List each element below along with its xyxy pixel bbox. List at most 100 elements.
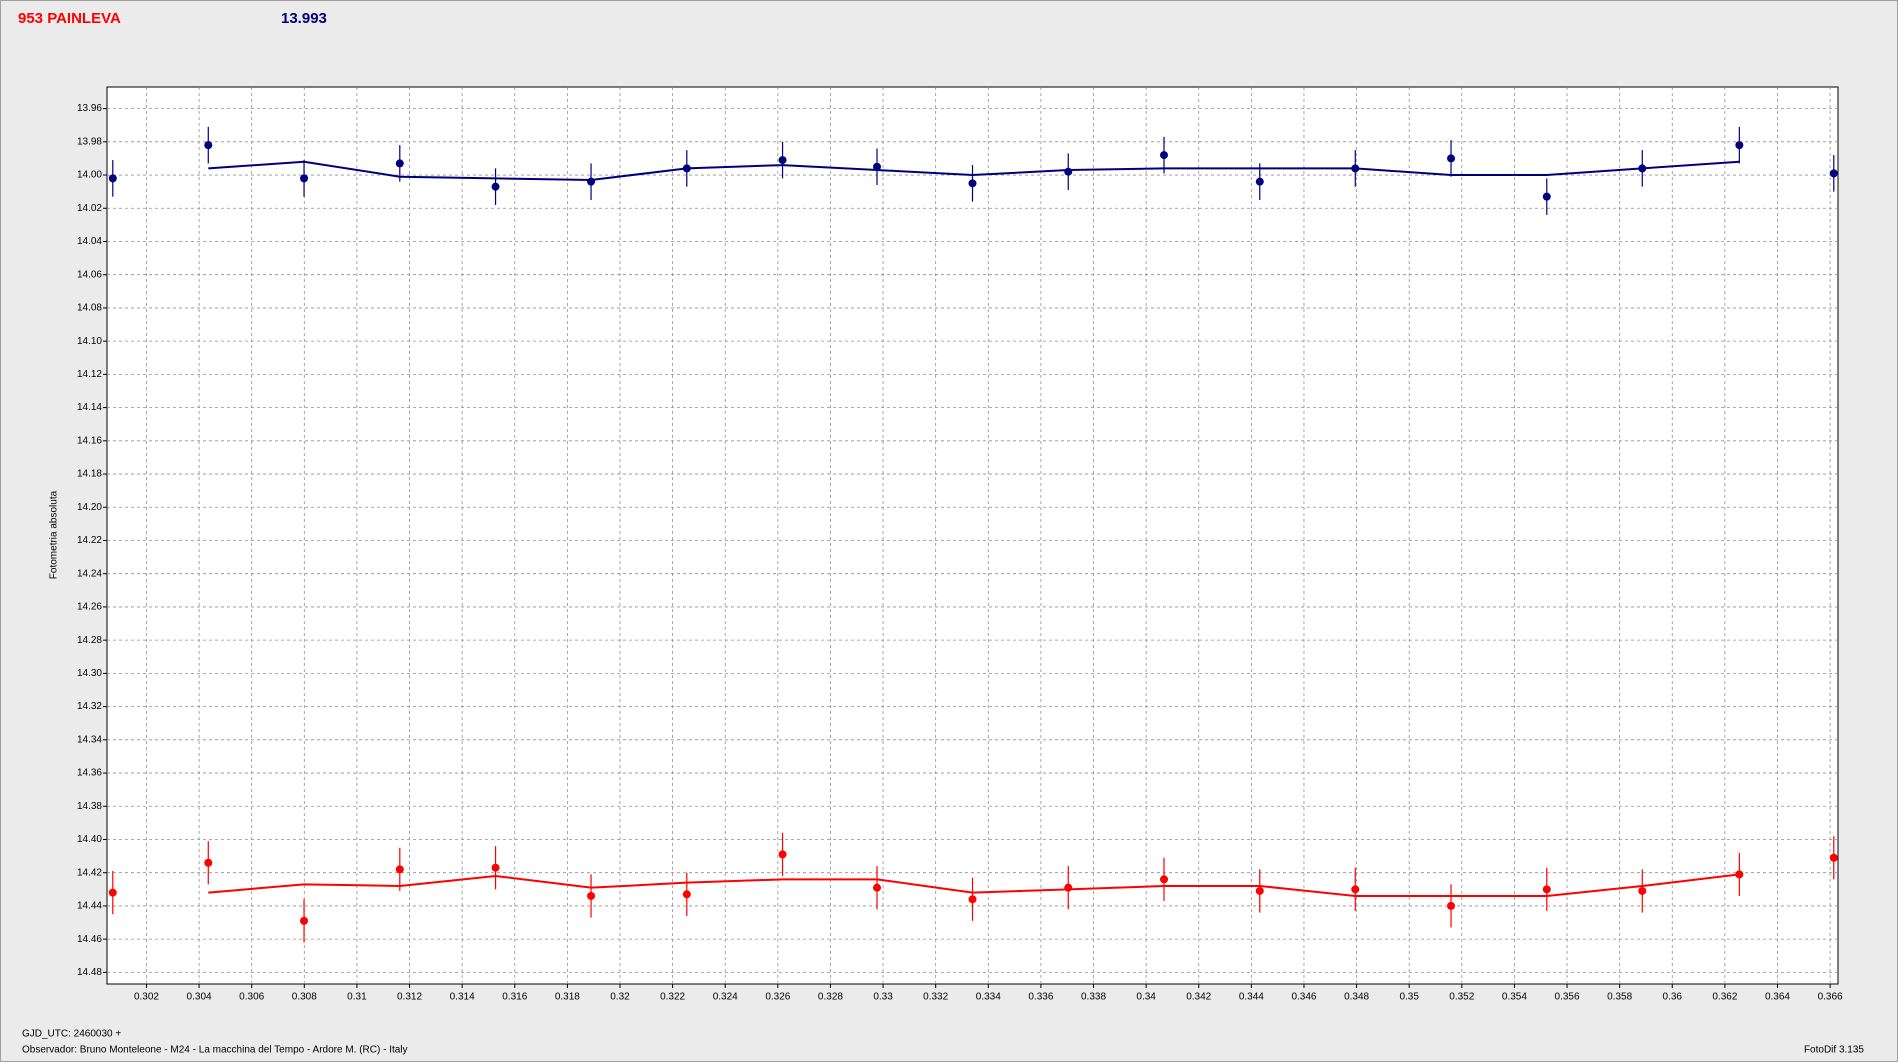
y-tick-label: 14.38 <box>77 801 102 812</box>
y-tick-label: 13.96 <box>77 103 102 114</box>
data-point <box>682 164 691 173</box>
x-tick-label: 0.326 <box>765 992 790 1003</box>
data-point <box>968 179 977 188</box>
data-point <box>1829 169 1838 178</box>
y-tick-label: 14.20 <box>77 502 102 513</box>
y-tick-label: 14.18 <box>77 469 102 480</box>
y-tick-label: 14.46 <box>77 934 102 945</box>
chart-title: 953 PAINLEVA <box>18 10 121 27</box>
x-tick-label: 0.354 <box>1502 992 1527 1003</box>
y-tick-label: 14.34 <box>77 734 102 745</box>
x-tick-label: 0.352 <box>1449 992 1474 1003</box>
y-tick-label: 13.98 <box>77 136 102 147</box>
x-tick-label: 0.342 <box>1186 992 1211 1003</box>
data-point <box>778 156 787 165</box>
x-tick-label: 0.302 <box>134 992 159 1003</box>
x-tick-label: 0.328 <box>818 992 843 1003</box>
x-tick-label: 0.366 <box>1818 992 1843 1003</box>
x-tick-label: 0.33 <box>873 992 893 1003</box>
x-tick-label: 0.324 <box>713 992 738 1003</box>
data-point <box>491 182 500 191</box>
x-tick-label: 0.332 <box>923 992 948 1003</box>
x-tick-label: 0.314 <box>450 992 475 1003</box>
data-point <box>1447 901 1456 910</box>
y-tick-label: 14.06 <box>77 269 102 280</box>
x-tick-label: 0.31 <box>347 992 367 1003</box>
data-point <box>108 888 117 897</box>
data-point <box>1447 154 1456 163</box>
x-tick-label: 0.34 <box>1136 992 1156 1003</box>
x-tick-label: 0.334 <box>976 992 1001 1003</box>
x-tick-label: 0.36 <box>1663 992 1683 1003</box>
x-tick-label: 0.362 <box>1712 992 1737 1003</box>
data-point <box>395 159 404 168</box>
y-tick-label: 14.40 <box>77 834 102 845</box>
x-tick-label: 0.344 <box>1239 992 1264 1003</box>
data-point <box>1638 164 1647 173</box>
x-axis-label: GJD_UTC: 2460030 + <box>22 1029 121 1040</box>
x-tick-label: 0.316 <box>502 992 527 1003</box>
data-point <box>1160 151 1169 160</box>
data-point <box>300 174 309 183</box>
x-tick-label: 0.308 <box>292 992 317 1003</box>
y-axis-label: Fotometria absoluta <box>49 490 60 579</box>
data-point <box>1735 141 1744 150</box>
y-tick-label: 14.04 <box>77 236 102 247</box>
data-point <box>873 883 882 892</box>
data-point <box>1542 885 1551 894</box>
data-point <box>587 891 596 900</box>
data-point <box>1160 875 1169 884</box>
data-point <box>204 858 213 867</box>
x-tick-label: 0.358 <box>1607 992 1632 1003</box>
y-tick-label: 14.30 <box>77 668 102 679</box>
x-tick-label: 0.336 <box>1028 992 1053 1003</box>
software-version: FotoDif 3.135 <box>1804 1045 1864 1056</box>
data-point <box>491 863 500 872</box>
y-tick-label: 14.42 <box>77 867 102 878</box>
y-tick-label: 14.22 <box>77 535 102 546</box>
data-point <box>1351 885 1360 894</box>
data-point <box>873 162 882 171</box>
x-tick-label: 0.318 <box>555 992 580 1003</box>
y-tick-label: 14.00 <box>77 170 102 181</box>
y-tick-label: 14.24 <box>77 568 102 579</box>
x-tick-label: 0.338 <box>1081 992 1106 1003</box>
data-point <box>108 174 117 183</box>
data-point <box>778 850 787 859</box>
data-point <box>1255 177 1264 186</box>
y-tick-label: 14.14 <box>77 402 102 413</box>
data-point <box>1064 883 1073 892</box>
data-point <box>682 890 691 899</box>
x-tick-label: 0.306 <box>239 992 264 1003</box>
y-tick-label: 14.08 <box>77 303 102 314</box>
data-point <box>1542 192 1551 201</box>
data-point <box>300 916 309 925</box>
y-tick-label: 14.36 <box>77 768 102 779</box>
x-tick-label: 0.364 <box>1765 992 1790 1003</box>
x-tick-label: 0.35 <box>1399 992 1419 1003</box>
plot-area <box>106 86 1839 985</box>
y-tick-label: 14.10 <box>77 336 102 347</box>
data-point <box>1064 167 1073 176</box>
x-tick-label: 0.346 <box>1291 992 1316 1003</box>
data-point <box>1829 853 1838 862</box>
reference-magnitude: 13.993 <box>281 10 327 27</box>
y-tick-label: 14.16 <box>77 435 102 446</box>
data-point <box>204 141 213 150</box>
x-tick-label: 0.348 <box>1344 992 1369 1003</box>
data-point <box>968 895 977 904</box>
y-tick-label: 14.32 <box>77 701 102 712</box>
y-tick-label: 14.28 <box>77 635 102 646</box>
data-point <box>1351 164 1360 173</box>
data-point <box>587 177 596 186</box>
x-tick-label: 0.32 <box>610 992 630 1003</box>
x-tick-label: 0.356 <box>1555 992 1580 1003</box>
y-tick-label: 14.44 <box>77 901 102 912</box>
x-tick-label: 0.322 <box>660 992 685 1003</box>
y-tick-label: 14.48 <box>77 967 102 978</box>
y-tick-label: 14.26 <box>77 602 102 613</box>
data-point <box>1255 886 1264 895</box>
y-tick-label: 14.12 <box>77 369 102 380</box>
y-tick-label: 14.02 <box>77 203 102 214</box>
